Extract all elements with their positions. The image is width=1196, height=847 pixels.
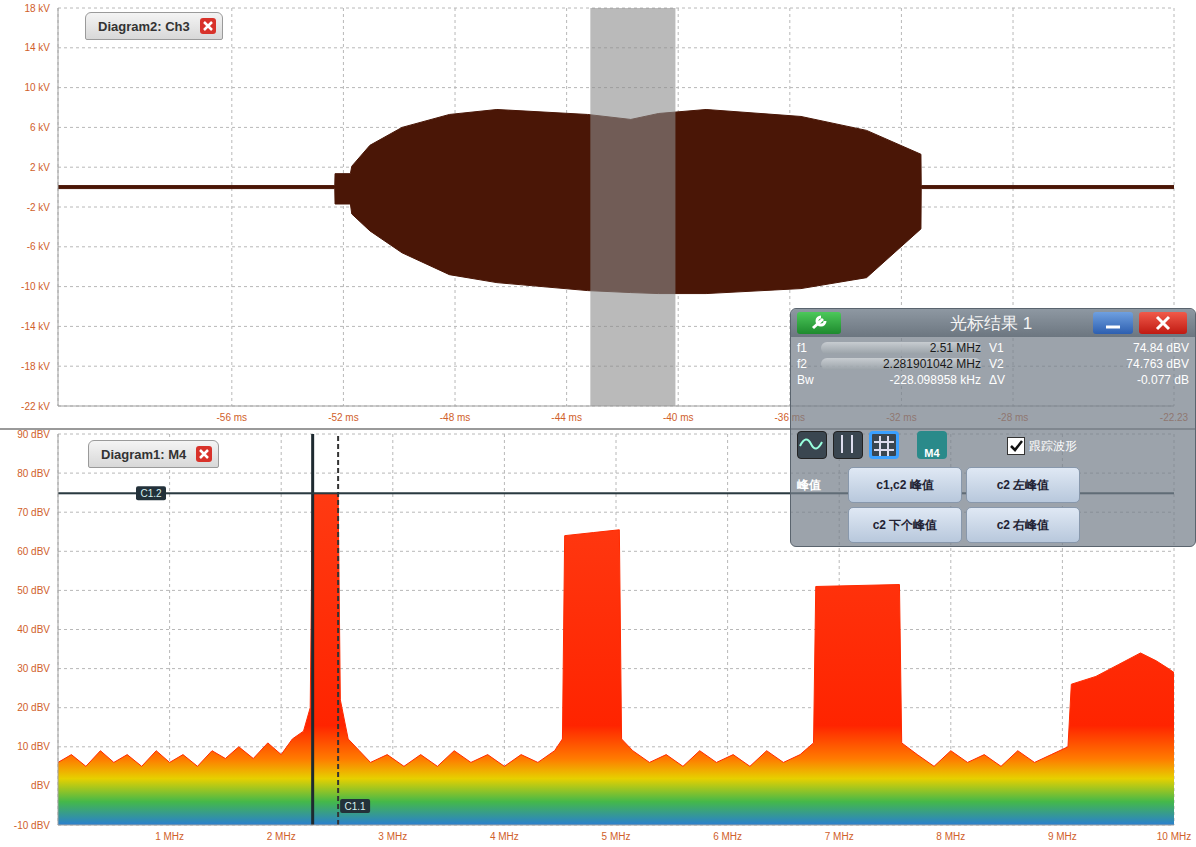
svg-text:-22 kV: -22 kV — [21, 401, 50, 412]
html-text:2.281901042 MHz: 2.281901042 MHz — [882, 357, 981, 371]
html-text:V2: V2 — [989, 357, 1004, 371]
html-text:-0.077 dB: -0.077 dB — [1137, 373, 1189, 387]
html-text:峰值: 峰值 — [797, 478, 821, 492]
svg-text:50 dBV: 50 dBV — [17, 585, 50, 596]
svg-text:2 MHz: 2 MHz — [267, 831, 296, 842]
svg-text:C1.1: C1.1 — [345, 801, 367, 812]
svg-text:6 MHz: 6 MHz — [713, 831, 742, 842]
svg-text:9 MHz: 9 MHz — [1048, 831, 1077, 842]
svg-text:-56 ms: -56 ms — [217, 412, 248, 423]
html-text:跟踪波形: 跟踪波形 — [1029, 438, 1077, 453]
svg-text:1 MHz: 1 MHz — [155, 831, 184, 842]
svg-text:18 kV: 18 kV — [24, 3, 50, 14]
html-text:Bw: Bw — [797, 373, 814, 387]
svg-text:10 dBV: 10 dBV — [17, 741, 50, 752]
svg-text:2 kV: 2 kV — [30, 162, 50, 173]
html-text:2.51 MHz: 2.51 MHz — [929, 341, 981, 355]
svg-text:5 MHz: 5 MHz — [602, 831, 631, 842]
html-text:c2 左峰值: c2 左峰值 — [996, 477, 1050, 492]
svg-text:80 dBV: 80 dBV — [17, 468, 50, 479]
svg-text:10 MHz: 10 MHz — [1157, 831, 1191, 842]
html-text:-228.098958 kHz: -228.098958 kHz — [889, 373, 981, 387]
html-text:ΔV: ΔV — [989, 373, 1005, 387]
svg-text:30 dBV: 30 dBV — [17, 663, 50, 674]
svg-text:dBV: dBV — [31, 780, 50, 791]
svg-text:-40 ms: -40 ms — [663, 412, 694, 423]
svg-text:10 kV: 10 kV — [24, 82, 50, 93]
html-text:f2: f2 — [797, 357, 807, 371]
svg-text:14 kV: 14 kV — [24, 42, 50, 53]
svg-text:4 MHz: 4 MHz — [490, 831, 519, 842]
html-text:V1: V1 — [989, 341, 1004, 355]
svg-text:3 MHz: 3 MHz — [378, 831, 407, 842]
html-text:c2 右峰值: c2 右峰值 — [996, 517, 1050, 532]
svg-text:-2 kV: -2 kV — [27, 202, 51, 213]
svg-text:7 MHz: 7 MHz — [825, 831, 854, 842]
html-text:c1,c2 峰值: c1,c2 峰值 — [876, 477, 934, 492]
svg-text:C1.2: C1.2 — [140, 488, 162, 499]
html-text:光标结果 1: 光标结果 1 — [949, 314, 1033, 333]
svg-text:8 MHz: 8 MHz — [936, 831, 965, 842]
svg-text:-18 kV: -18 kV — [21, 361, 50, 372]
svg-text:-14 kV: -14 kV — [21, 321, 50, 332]
svg-text:70 dBV: 70 dBV — [17, 507, 50, 518]
html-text:74.84 dBV: 74.84 dBV — [1133, 341, 1189, 355]
html-text:Diagram1: M4: Diagram1: M4 — [101, 446, 187, 462]
svg-text:90 dBV: 90 dBV — [17, 430, 50, 440]
svg-text:-10 kV: -10 kV — [21, 281, 50, 292]
svg-text:20 dBV: 20 dBV — [17, 702, 50, 713]
html-text:c2 下个峰值: c2 下个峰值 — [872, 517, 938, 532]
html-text:74.763 dBV: 74.763 dBV — [1126, 357, 1189, 371]
svg-text:6 kV: 6 kV — [30, 122, 50, 133]
svg-text:60 dBV: 60 dBV — [17, 546, 50, 557]
svg-text:-6 kV: -6 kV — [27, 241, 51, 252]
svg-text:-48 ms: -48 ms — [440, 412, 471, 423]
html-text:M4: M4 — [924, 447, 940, 459]
svg-text:-52 ms: -52 ms — [328, 412, 359, 423]
svg-text:-44 ms: -44 ms — [551, 412, 582, 423]
html-text:Diagram2: Ch3: Diagram2: Ch3 — [98, 18, 190, 34]
html-text:f1: f1 — [797, 341, 807, 355]
svg-text:-10 dBV: -10 dBV — [14, 820, 50, 831]
svg-text:40 dBV: 40 dBV — [17, 624, 50, 635]
